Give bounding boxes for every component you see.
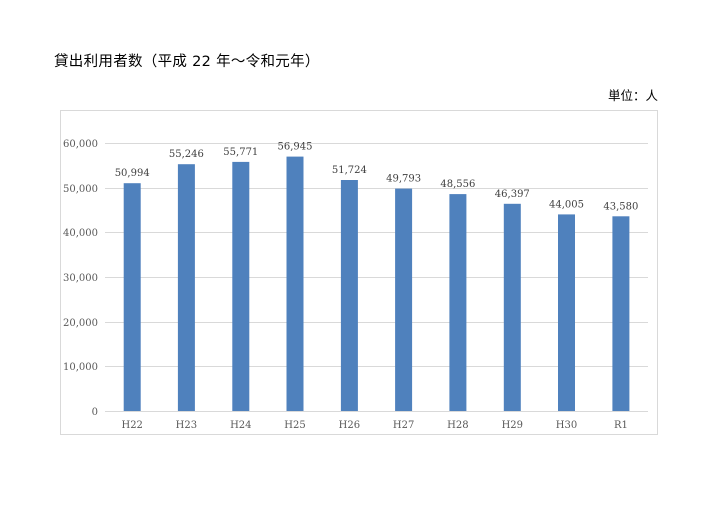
x-tick-label: H27 bbox=[393, 420, 414, 431]
bar bbox=[503, 203, 521, 411]
x-axis-ticks: H22 H23 H24 H25 H26 H27 H28 H29 H30 R1 bbox=[121, 420, 627, 431]
x-tick-label: H26 bbox=[339, 420, 360, 431]
bars bbox=[123, 156, 630, 411]
bar bbox=[395, 188, 413, 411]
y-tick-label: 40,000 bbox=[63, 228, 98, 239]
data-label: 55,246 bbox=[169, 149, 204, 160]
y-tick-label: 60,000 bbox=[63, 139, 98, 150]
bar-chart: 50,994 55,246 55,771 56,945 51,724 49,793 48,5… bbox=[63, 139, 648, 431]
data-label: 49,793 bbox=[386, 174, 421, 185]
data-labels: 50,994 55,246 55,771 56,945 51,724 49,793 48,5… bbox=[115, 142, 639, 213]
y-tick-label: 50,000 bbox=[63, 184, 98, 195]
bar bbox=[286, 156, 304, 411]
x-tick-label: H24 bbox=[230, 420, 251, 431]
gridlines bbox=[105, 143, 648, 412]
data-label: 50,994 bbox=[115, 168, 150, 179]
data-label: 46,397 bbox=[495, 189, 530, 200]
data-label: 43,580 bbox=[603, 201, 638, 212]
y-tick-label: 10,000 bbox=[63, 362, 98, 373]
bar bbox=[612, 216, 630, 411]
data-label: 44,005 bbox=[549, 199, 584, 210]
x-tick-label: H25 bbox=[284, 420, 305, 431]
bar bbox=[123, 183, 141, 411]
bar bbox=[340, 180, 358, 411]
y-axis-ticks: 0 10,000 20,000 30,000 40,000 50,000 60,000 bbox=[63, 139, 98, 418]
x-tick-label: H29 bbox=[502, 420, 523, 431]
y-tick-label: 20,000 bbox=[63, 318, 98, 329]
page-title: 貸出利用者数（平成 22 年～令和元年） bbox=[54, 54, 320, 70]
chart-area: 50,994 55,246 55,771 56,945 51,724 49,793 48,5… bbox=[60, 110, 658, 435]
data-label: 55,771 bbox=[223, 147, 258, 158]
x-tick-label: H22 bbox=[121, 420, 142, 431]
bar bbox=[232, 161, 250, 411]
bar bbox=[558, 214, 575, 411]
bar bbox=[449, 194, 467, 411]
data-label: 56,945 bbox=[278, 142, 313, 153]
data-label: 48,556 bbox=[440, 179, 475, 190]
x-tick-label: H23 bbox=[176, 420, 197, 431]
bar bbox=[177, 164, 195, 411]
unit-label: 単位：人 bbox=[607, 88, 658, 103]
data-label: 51,724 bbox=[332, 165, 367, 176]
x-tick-label: H28 bbox=[447, 420, 468, 431]
y-tick-label: 0 bbox=[92, 407, 98, 418]
y-tick-label: 30,000 bbox=[63, 273, 98, 284]
x-tick-label: H30 bbox=[556, 420, 577, 431]
x-tick-label: R1 bbox=[614, 420, 628, 431]
